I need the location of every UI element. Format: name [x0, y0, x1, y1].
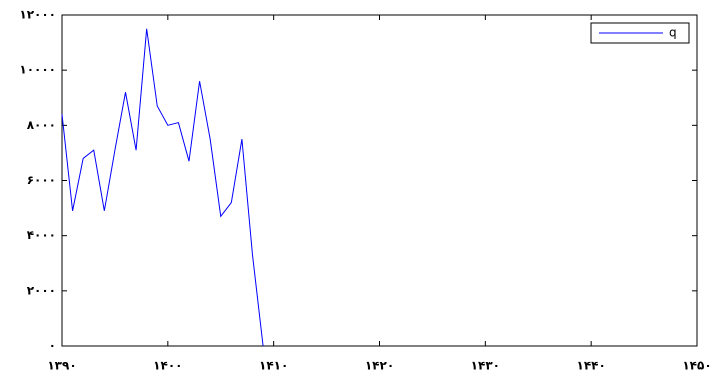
y-tick-label: ۰: [49, 339, 56, 353]
x-tick-label: ۱۴۰۰: [153, 359, 182, 373]
y-tick-label: ۸۰۰۰: [27, 118, 56, 132]
plot-frame: [61, 14, 698, 347]
x-tick-label: ۱۳۹۰: [47, 359, 76, 373]
y-tick-label: ۱۲۰۰۰: [19, 8, 56, 22]
legend-label: q: [669, 26, 677, 40]
x-tick-label: ۱۴۱۰: [259, 359, 288, 373]
y-tick-label: ۶۰۰۰: [27, 173, 56, 187]
x-tick-label: ۱۴۴۰: [577, 359, 606, 373]
y-tick-label: ۴۰۰۰: [27, 228, 56, 242]
x-tick-label: ۱۴۳۰: [471, 359, 500, 373]
x-tick-label: ۱۴۲۰: [365, 359, 394, 373]
x-tick-label: ۱۴۵۰: [682, 359, 711, 373]
y-tick-label: ۱۰۰۰۰: [19, 63, 56, 77]
data-line: [61, 28, 264, 347]
y-tick-label: ۲۰۰۰: [27, 283, 56, 297]
